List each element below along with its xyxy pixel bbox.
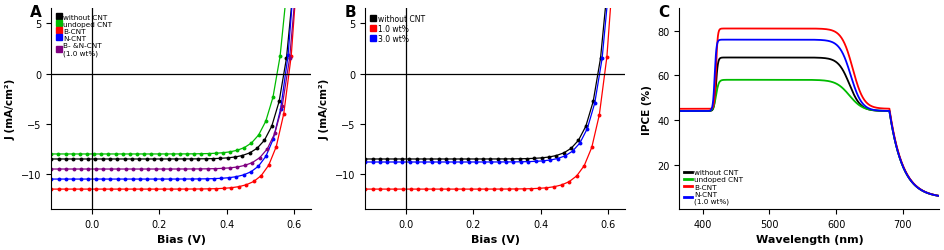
Text: A: A	[30, 6, 42, 20]
Y-axis label: J (mA/cm²): J (mA/cm²)	[319, 79, 329, 140]
X-axis label: Bias (V): Bias (V)	[157, 234, 206, 244]
Y-axis label: J (mA/cm²): J (mA/cm²)	[6, 79, 15, 140]
Text: B: B	[345, 6, 356, 20]
Text: C: C	[658, 6, 669, 20]
X-axis label: Wavelength (nm): Wavelength (nm)	[754, 234, 863, 244]
Legend: without CNT, undoped CNT, B-CNT, N-CNT, B- &N-CNT
(1.0 wt%): without CNT, undoped CNT, B-CNT, N-CNT, …	[55, 13, 114, 58]
Y-axis label: IPCE (%): IPCE (%)	[641, 84, 651, 134]
Legend: without CNT, 1.0 wt%, 3.0 wt%: without CNT, 1.0 wt%, 3.0 wt%	[369, 13, 427, 46]
X-axis label: Bias (V): Bias (V)	[470, 234, 519, 244]
Legend: without CNT, undoped CNT, B-CNT, N-CNT
(1.0 wt%): without CNT, undoped CNT, B-CNT, N-CNT (…	[683, 168, 744, 206]
